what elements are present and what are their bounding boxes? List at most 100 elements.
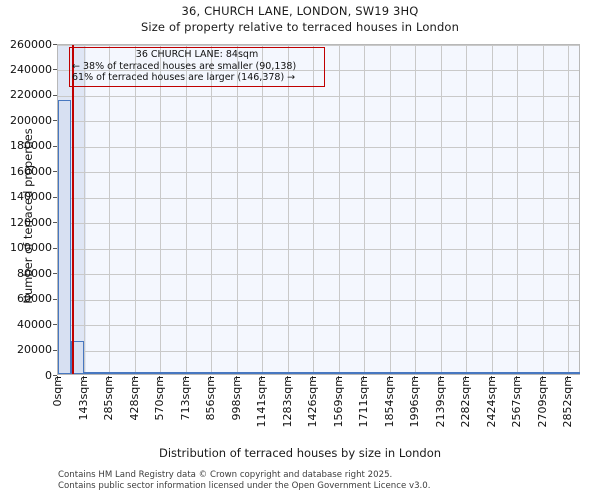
footer-line-2: Contains public sector information licen… xyxy=(58,480,431,491)
x-axis-tick: 1996sqm xyxy=(408,376,422,440)
histogram-bar xyxy=(436,372,450,374)
gridline-horizontal xyxy=(58,172,579,174)
gridline-vertical xyxy=(491,45,493,374)
x-axis-tick-label: 0sqm xyxy=(51,376,64,407)
annotation-line-smaller: ← 38% of terraced houses are smaller (90… xyxy=(72,60,297,72)
histogram-bar xyxy=(384,372,398,374)
histogram-bar xyxy=(319,372,333,374)
property-annotation-box: 36 CHURCH LANE: 84sqm ← 38% of terraced … xyxy=(69,47,325,87)
histogram-bar xyxy=(554,372,568,374)
histogram-bar xyxy=(175,372,189,374)
y-axis-tick-label: 60000 xyxy=(17,292,52,306)
x-axis-tick-label: 143sqm xyxy=(76,376,90,421)
histogram-bar xyxy=(528,372,542,374)
gridline-horizontal xyxy=(58,248,579,250)
footer-line-1: Contains HM Land Registry data © Crown c… xyxy=(58,470,393,480)
histogram-bar xyxy=(266,372,281,374)
x-axis-tick-mark xyxy=(158,376,160,380)
x-axis-tick: 2852sqm xyxy=(561,376,575,440)
x-axis-tick-label: 1996sqm xyxy=(408,376,422,428)
gridline-vertical xyxy=(185,45,187,374)
x-axis-tick-label: 2567sqm xyxy=(510,376,524,428)
histogram-bar xyxy=(449,372,463,374)
gridline-horizontal xyxy=(58,350,579,352)
x-axis-tick-mark xyxy=(57,376,58,380)
histogram-bar xyxy=(345,372,359,374)
histogram-bar xyxy=(188,372,202,374)
gridline-vertical xyxy=(542,45,544,374)
histogram-bar xyxy=(214,372,228,374)
gridline-vertical xyxy=(466,45,468,374)
x-axis-tick-mark xyxy=(235,376,237,380)
x-axis-tick: 2567sqm xyxy=(510,376,524,440)
gridline-vertical xyxy=(440,45,442,374)
gridline-vertical xyxy=(159,45,161,374)
x-axis-tick-mark xyxy=(337,376,339,380)
y-axis-tick-mark xyxy=(53,375,57,376)
y-axis-tick-label: 100000 xyxy=(10,241,52,255)
y-axis-tick-mark xyxy=(53,196,57,198)
title-block: 36, CHURCH LANE, LONDON, SW19 3HQ Size o… xyxy=(0,4,600,35)
histogram-bar xyxy=(423,372,437,374)
x-axis-tick: 713sqm xyxy=(179,376,193,440)
x-axis-tick-label: 1426sqm xyxy=(306,376,320,428)
x-axis-tick-mark xyxy=(312,376,314,380)
y-axis-tick-label: 40000 xyxy=(17,317,52,331)
y-axis-tick-mark xyxy=(53,324,57,326)
y-axis-tick-mark xyxy=(53,69,57,71)
histogram-bar xyxy=(371,372,385,374)
histogram-bar xyxy=(541,372,555,374)
histogram-bar xyxy=(410,372,424,374)
x-axis-tick-label: 856sqm xyxy=(204,376,218,421)
x-axis-tick: 285sqm xyxy=(102,376,116,440)
x-axis-tick-label: 428sqm xyxy=(127,376,141,421)
histogram-bar xyxy=(332,372,346,374)
gridline-vertical xyxy=(364,45,366,374)
histogram-bar xyxy=(475,372,490,374)
gridline-horizontal xyxy=(58,121,579,123)
x-axis-tick-label: 570sqm xyxy=(152,376,166,421)
x-axis-tick-label: 1854sqm xyxy=(382,376,396,428)
x-axis-tick-label: 2139sqm xyxy=(433,376,447,428)
y-axis-tick-mark xyxy=(53,247,57,249)
x-axis-tick-label: 998sqm xyxy=(229,376,243,421)
y-axis-tick-mark xyxy=(53,120,57,122)
histogram-bar xyxy=(280,372,294,374)
property-size-marker-line xyxy=(72,45,75,374)
x-axis-tick-label: 285sqm xyxy=(101,376,115,421)
x-axis-tick: 1283sqm xyxy=(281,376,295,440)
x-axis-tick-mark xyxy=(388,376,390,380)
histogram-bar xyxy=(462,372,476,374)
y-axis-tick-mark xyxy=(53,171,57,173)
x-axis-tick-mark xyxy=(439,376,441,380)
footer-attribution: Contains HM Land Registry data © Crown c… xyxy=(58,470,598,491)
y-axis-tick-label: 180000 xyxy=(10,139,52,153)
x-axis-tick-label: 1141sqm xyxy=(255,376,269,428)
x-axis-tick-mark xyxy=(133,376,135,380)
histogram-bar xyxy=(110,372,124,374)
x-axis-tick-label: 1711sqm xyxy=(357,376,371,428)
x-axis-tick: 143sqm xyxy=(77,376,91,440)
x-axis-tick-mark xyxy=(286,376,288,380)
gridline-vertical xyxy=(338,45,340,374)
x-axis-tick: 1854sqm xyxy=(383,376,397,440)
x-axis: 0sqm 143sqm 285sqm 428sqm 570sqm 713sqm 856sqm… xyxy=(51,376,580,440)
y-axis-tick-label: 160000 xyxy=(10,164,52,178)
x-axis-tick-mark xyxy=(261,376,263,380)
histogram-bar xyxy=(253,372,267,374)
x-axis-tick-mark xyxy=(490,376,492,380)
gridline-vertical xyxy=(415,45,417,374)
x-axis-tick: 1569sqm xyxy=(332,376,346,440)
histogram-bar xyxy=(293,372,307,374)
y-axis: Number of terraced properties 0 20000 4000… xyxy=(0,39,57,381)
y-axis-tick-label: 120000 xyxy=(10,215,52,229)
x-axis-tick-mark xyxy=(541,376,543,380)
gridline-horizontal xyxy=(58,146,579,148)
x-axis-tick-label: 713sqm xyxy=(178,376,192,421)
histogram-bar xyxy=(162,372,176,374)
histogram-bar xyxy=(149,372,163,374)
y-axis-tick-label: 200000 xyxy=(10,113,52,127)
histogram-bar xyxy=(306,372,320,374)
chart-title: 36, CHURCH LANE, LONDON, SW19 3HQ xyxy=(181,4,419,18)
x-axis-tick-mark xyxy=(82,376,84,380)
